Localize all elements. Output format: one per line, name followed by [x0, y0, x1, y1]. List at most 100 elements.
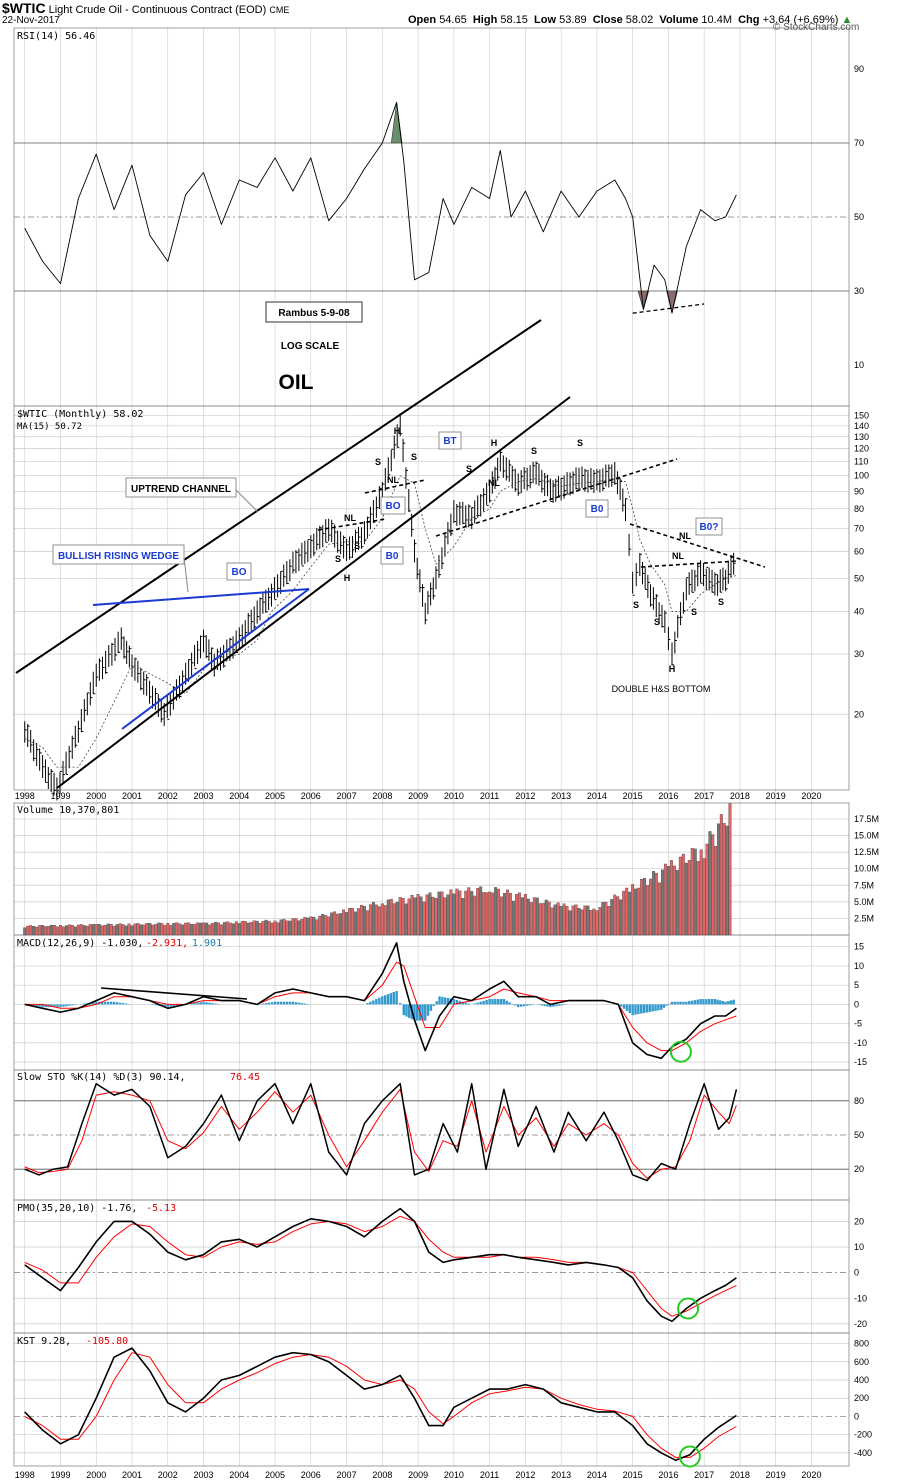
channel-upper-line [15, 319, 542, 674]
volume-bar [619, 899, 623, 936]
volume-bar [62, 926, 65, 936]
volume-bar [601, 902, 605, 936]
x-tick-label-bottom: 2018 [730, 1470, 750, 1480]
annotation-layer: Rambus 5-9-08 LOG SCALE OIL UPTREND CHANNEL… [15, 301, 766, 1468]
volume-bar [696, 861, 700, 936]
volume-bar [79, 924, 83, 936]
volume-bar [130, 925, 134, 936]
macd-histogram-bar [121, 1003, 125, 1005]
macd-histogram-bar [494, 999, 497, 1005]
macd-histogram-bar [44, 1004, 47, 1008]
y-tick-label: 800 [854, 1339, 869, 1349]
y-tick-label: 30 [854, 649, 864, 659]
y-tick-label: -15 [854, 1057, 867, 1067]
volume-bar [246, 922, 250, 936]
volume-bar [711, 834, 715, 936]
volume-bar [708, 831, 712, 936]
y-tick-label: 70 [854, 138, 864, 148]
volume-legend: Volume 10,370,801 [17, 805, 119, 816]
volume-bar [553, 904, 557, 936]
volume-bar [693, 848, 697, 936]
volume-bar [455, 888, 459, 936]
kst-legend: KST 9.28, [17, 1336, 71, 1347]
y-tick-label: 150 [854, 411, 869, 421]
volume-bar [661, 869, 664, 936]
macd-histogram-bar [441, 996, 444, 1005]
wedge-label: BULLISH RISING WEDGE [58, 551, 179, 562]
volume-bar [684, 862, 688, 936]
volume-bar [324, 915, 328, 936]
macd-histogram-bar [112, 1001, 116, 1005]
macd-histogram-bar [405, 1004, 408, 1017]
volume-bar [649, 878, 652, 936]
volume-bar [666, 866, 670, 936]
volume-bar [512, 900, 515, 936]
neckline-2015-2017 [629, 523, 766, 568]
low-value: 53.89 [559, 14, 587, 26]
bo-2008-label-box [380, 496, 406, 515]
y-tick-label: 15 [854, 942, 864, 952]
macd-histogram-bar [505, 1000, 508, 1005]
b0-2008-label: B0 [386, 551, 399, 562]
macd-histogram-bar [668, 1003, 671, 1005]
y-tick-label: 50 [854, 573, 864, 583]
rambus-note: Rambus 5-9-08 [278, 308, 350, 319]
h-2011-label: H [491, 438, 498, 448]
macd-histogram-bar [190, 1003, 193, 1005]
s-2007a-label: S [335, 554, 341, 564]
volume-bar [124, 925, 128, 936]
y-tick-label: 0 [854, 1268, 859, 1278]
macd-histogram-bar [294, 1002, 298, 1005]
nl-2016a-label: NL [679, 531, 691, 541]
volume-bar [714, 846, 718, 936]
x-tick-label-top: 2003 [194, 791, 214, 801]
volume-bar [336, 913, 340, 936]
volume-bar [357, 908, 360, 936]
axis-layer: 1998199819991999200020002001200120022002… [15, 31, 879, 1480]
volume-bar [625, 887, 629, 936]
x-tick-label-bottom: 2000 [86, 1470, 106, 1480]
volume-bar [517, 892, 521, 936]
volume-bar [705, 843, 709, 936]
macd-histogram-bar [549, 1004, 552, 1008]
macd-histogram-bar [424, 1004, 427, 1021]
volume-bar [646, 885, 650, 936]
macd-histogram-bar [528, 1004, 532, 1006]
header-date: 22-Nov-2017 [2, 15, 60, 26]
macd-histogram-bar [285, 1001, 289, 1005]
macd-histogram-bar [413, 1004, 416, 1021]
h-2007-label: H [344, 573, 351, 583]
y-tick-label: -200 [854, 1430, 872, 1440]
volume-bar [675, 870, 679, 936]
macd-histogram-bar [654, 1004, 657, 1011]
volume-bar [327, 916, 331, 936]
wedge-label-box [52, 544, 185, 565]
x-tick-label-bottom: 2007 [337, 1470, 357, 1480]
macd-histogram-bar [279, 1001, 283, 1005]
macd-histogram-bar [32, 1004, 35, 1006]
volume-bar [485, 892, 489, 936]
macd-histogram-bar [519, 1004, 523, 1007]
neckline-2010-2014 [435, 458, 678, 537]
volume-bar [187, 922, 191, 936]
s-2013-label: S [577, 438, 583, 448]
macd-histogram-bar [657, 1004, 660, 1011]
volume-bar [386, 899, 390, 936]
volume-bar [252, 920, 256, 936]
macd-histogram-bar [552, 1004, 555, 1007]
volume-bar [240, 921, 244, 936]
x-tick-label-bottom: 2008 [372, 1470, 392, 1480]
volume-bar [550, 907, 554, 936]
volume-bar [112, 925, 116, 936]
volume-bar [374, 904, 378, 936]
volume-bar [655, 872, 658, 936]
x-tick-label-top: 1999 [50, 791, 70, 801]
macd-signal-line [24, 961, 737, 1052]
close-value: 58.02 [625, 14, 654, 26]
volume-bar [169, 925, 173, 936]
y-tick-label: 80 [854, 504, 864, 514]
kst-line [24, 1347, 737, 1461]
volume-bar [589, 910, 593, 936]
macd-histogram-bar [625, 1004, 629, 1011]
volume-bar [538, 903, 542, 936]
